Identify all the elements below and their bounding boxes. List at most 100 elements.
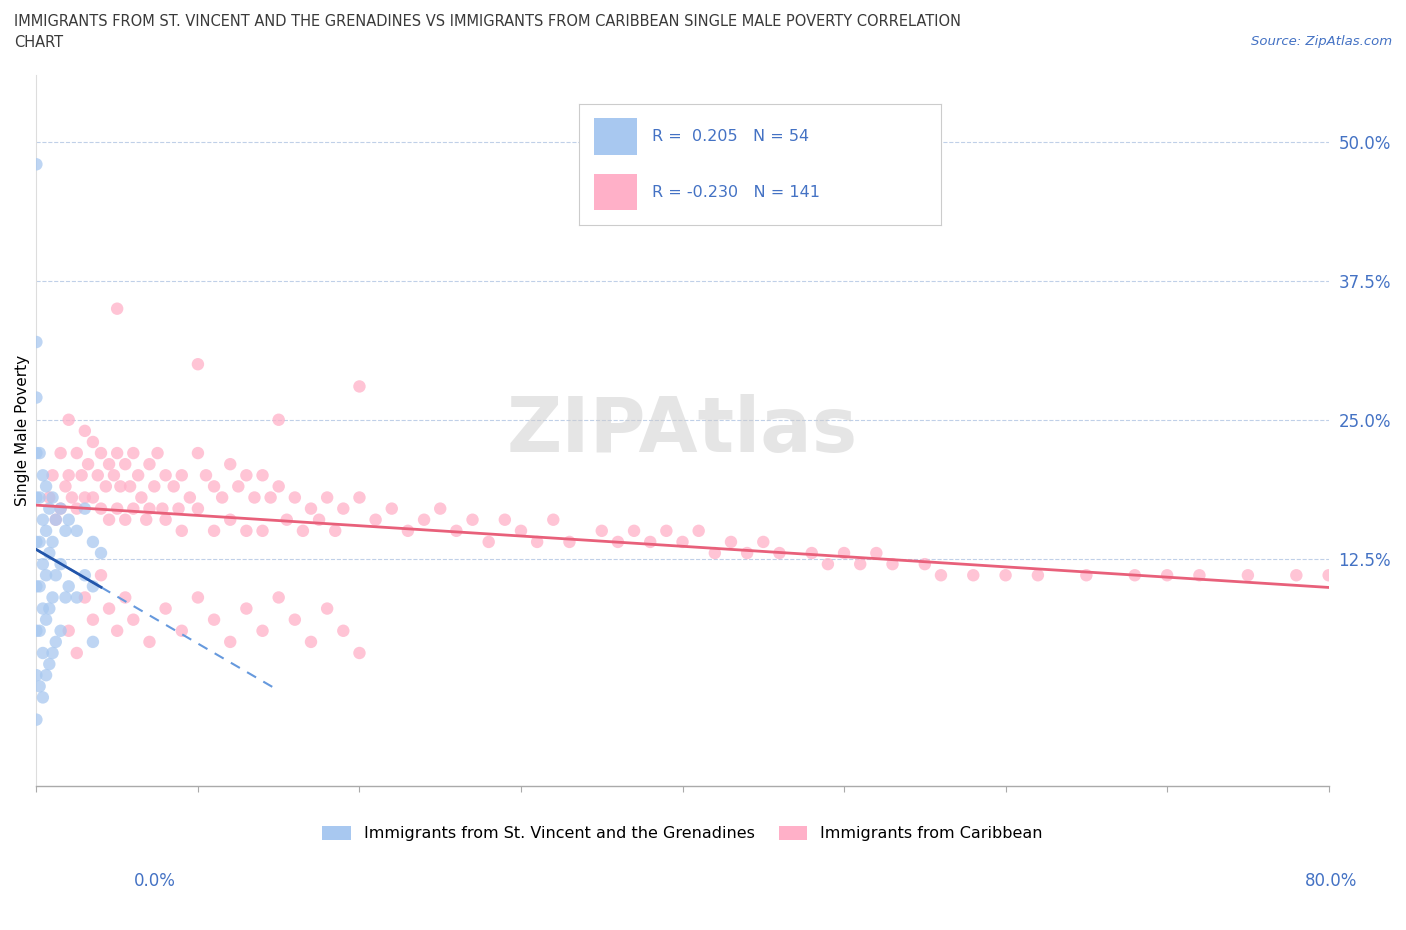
Point: [45, 512, 67, 527]
Point: [526, 535, 548, 550]
Point: [235, 601, 257, 616]
Point: [105, 501, 128, 516]
Point: [31, 645, 53, 660]
Text: 0.0%: 0.0%: [134, 872, 176, 890]
Point: [735, 546, 758, 561]
Point: [138, 501, 160, 516]
Point: [219, 512, 242, 527]
Point: [66, 590, 89, 604]
Point: [58, 468, 80, 483]
Point: [962, 568, 984, 583]
Point: [82, 535, 104, 550]
Point: [226, 479, 249, 494]
Point: [299, 501, 322, 516]
Point: [1076, 568, 1098, 583]
Point: [70, 468, 93, 483]
Text: CHART: CHART: [14, 35, 63, 50]
Point: [105, 623, 128, 638]
Point: [316, 601, 339, 616]
Point: [66, 645, 89, 660]
Point: [413, 512, 436, 527]
Point: [252, 623, 274, 638]
Point: [31, 557, 53, 572]
Point: [187, 445, 209, 460]
Point: [25, 623, 48, 638]
Point: [202, 612, 225, 627]
Point: [558, 535, 581, 550]
Point: [316, 490, 339, 505]
Point: [308, 512, 330, 527]
Point: [41, 590, 63, 604]
Point: [167, 501, 190, 516]
Point: [882, 557, 904, 572]
Point: [143, 479, 166, 494]
Point: [591, 524, 613, 538]
Point: [800, 546, 823, 561]
Point: [510, 524, 533, 538]
Point: [82, 490, 104, 505]
Point: [49, 557, 72, 572]
Point: [478, 535, 501, 550]
Y-axis label: Single Male Poverty: Single Male Poverty: [15, 355, 30, 507]
Point: [28, 535, 51, 550]
Point: [1156, 568, 1178, 583]
Point: [1317, 568, 1340, 583]
Point: [832, 546, 855, 561]
Point: [31, 512, 53, 527]
Point: [28, 490, 51, 505]
Point: [90, 568, 112, 583]
Point: [55, 590, 77, 604]
Text: Source: ZipAtlas.com: Source: ZipAtlas.com: [1251, 35, 1392, 48]
Point: [73, 423, 96, 438]
Point: [60, 490, 83, 505]
Point: [150, 501, 173, 516]
Point: [1188, 568, 1211, 583]
Point: [73, 590, 96, 604]
Point: [914, 557, 936, 572]
Point: [73, 490, 96, 505]
Point: [187, 590, 209, 604]
Point: [35, 479, 58, 494]
Point: [349, 645, 371, 660]
Point: [90, 501, 112, 516]
Point: [38, 601, 60, 616]
Point: [35, 568, 58, 583]
Point: [623, 524, 645, 538]
Point: [606, 535, 628, 550]
Point: [259, 490, 281, 505]
Point: [45, 568, 67, 583]
Point: [73, 568, 96, 583]
Point: [28, 578, 51, 593]
Point: [103, 468, 125, 483]
Point: [58, 412, 80, 427]
Point: [66, 524, 89, 538]
Point: [655, 524, 678, 538]
Point: [77, 457, 100, 472]
Point: [155, 468, 177, 483]
Point: [187, 501, 209, 516]
Point: [45, 512, 67, 527]
Point: [25, 445, 48, 460]
Point: [768, 546, 790, 561]
Point: [49, 623, 72, 638]
Point: [114, 512, 136, 527]
Point: [31, 690, 53, 705]
Point: [349, 490, 371, 505]
Point: [25, 668, 48, 683]
Point: [155, 601, 177, 616]
Point: [1123, 568, 1146, 583]
Point: [671, 535, 693, 550]
Point: [349, 379, 371, 394]
Point: [58, 512, 80, 527]
Point: [122, 501, 145, 516]
Point: [98, 457, 121, 472]
Point: [865, 546, 887, 561]
Point: [179, 490, 201, 505]
Point: [38, 501, 60, 516]
Point: [45, 634, 67, 649]
Point: [98, 601, 121, 616]
Point: [49, 501, 72, 516]
Point: [235, 468, 257, 483]
Point: [58, 578, 80, 593]
Point: [55, 524, 77, 538]
